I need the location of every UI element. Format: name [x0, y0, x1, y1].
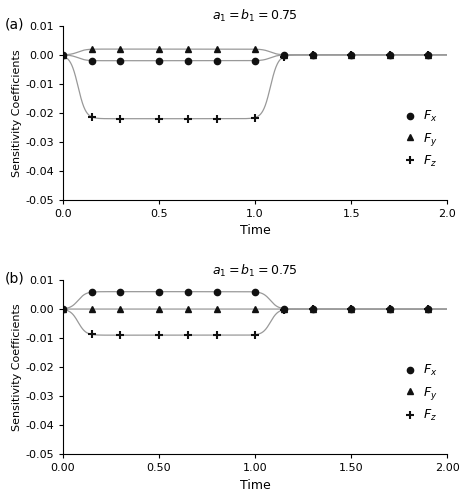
$F_y$	[89, 306, 95, 312]
$F_y$	[387, 306, 392, 312]
$F_x$	[60, 52, 66, 58]
$F_z$	[156, 116, 161, 121]
$F_y$	[117, 46, 123, 52]
$F_x$	[185, 58, 190, 64]
X-axis label: Time: Time	[240, 224, 271, 237]
$F_x$	[310, 52, 315, 58]
$F_z$	[425, 306, 431, 312]
Line: $F_z$: $F_z$	[59, 305, 432, 339]
$F_x$	[252, 58, 258, 64]
$F_x$	[117, 58, 123, 64]
$F_x$	[348, 52, 354, 58]
$F_z$	[156, 332, 161, 338]
Y-axis label: Sensitivity Coefficients: Sensitivity Coefficients	[12, 304, 22, 431]
Line: $F_x$: $F_x$	[59, 52, 431, 64]
$F_y$	[117, 306, 123, 312]
Text: (a): (a)	[5, 17, 24, 31]
$F_x$	[117, 288, 123, 294]
$F_x$	[425, 306, 431, 312]
$F_x$	[387, 306, 392, 312]
$F_x$	[156, 58, 161, 64]
$F_y$	[214, 306, 219, 312]
$F_z$	[185, 332, 190, 338]
$F_y$	[185, 306, 190, 312]
$F_y$	[252, 46, 258, 52]
$F_x$	[348, 306, 354, 312]
Title: $a_1 = b_1 = 0.75$: $a_1 = b_1 = 0.75$	[212, 8, 298, 24]
$F_y$	[214, 46, 219, 52]
$F_x$	[214, 288, 219, 294]
$F_z$	[60, 53, 66, 59]
Line: $F_z$: $F_z$	[59, 51, 432, 123]
$F_y$	[348, 306, 354, 312]
Y-axis label: Sensitivity Coefficients: Sensitivity Coefficients	[12, 49, 22, 176]
$F_z$	[310, 306, 315, 312]
$F_x$	[281, 52, 287, 58]
$F_x$	[252, 289, 258, 295]
$F_z$	[214, 116, 219, 121]
$F_y$	[185, 46, 190, 52]
$F_z$	[252, 332, 258, 338]
$F_z$	[117, 116, 123, 121]
$F_z$	[348, 306, 354, 312]
$F_z$	[252, 114, 258, 120]
$F_y$	[156, 46, 161, 52]
$F_y$	[348, 52, 354, 58]
$F_x$	[156, 288, 161, 294]
$F_y$	[156, 306, 161, 312]
Legend: $F_x$, $F_y$, $F_z$: $F_x$, $F_y$, $F_z$	[399, 106, 441, 172]
$F_x$	[214, 58, 219, 64]
$F_z$	[348, 52, 354, 58]
Legend: $F_x$, $F_y$, $F_z$: $F_x$, $F_y$, $F_z$	[399, 360, 441, 427]
$F_z$	[185, 116, 190, 121]
$F_y$	[60, 52, 66, 58]
Line: $F_x$: $F_x$	[59, 288, 431, 312]
$F_x$	[281, 306, 287, 312]
$F_z$	[117, 332, 123, 338]
$F_z$	[60, 306, 66, 312]
$F_x$	[60, 306, 66, 312]
Line: $F_y$: $F_y$	[59, 306, 431, 312]
$F_x$	[185, 288, 190, 294]
$F_z$	[387, 306, 392, 312]
$F_z$	[281, 307, 287, 313]
$F_z$	[425, 52, 431, 58]
$F_z$	[89, 332, 95, 338]
Text: (b): (b)	[5, 272, 25, 285]
$F_z$	[387, 52, 392, 58]
$F_y$	[252, 306, 258, 312]
$F_x$	[89, 289, 95, 295]
$F_y$	[281, 306, 287, 312]
$F_y$	[425, 306, 431, 312]
$F_z$	[214, 332, 219, 338]
$F_y$	[310, 52, 315, 58]
$F_y$	[387, 52, 392, 58]
Title: $a_1 = b_1 = 0.75$: $a_1 = b_1 = 0.75$	[212, 262, 298, 278]
$F_x$	[310, 306, 315, 312]
X-axis label: Time: Time	[240, 478, 271, 492]
$F_z$	[281, 54, 287, 60]
$F_z$	[89, 114, 95, 120]
$F_y$	[60, 306, 66, 312]
$F_x$	[425, 52, 431, 58]
$F_y$	[281, 52, 287, 58]
$F_y$	[425, 52, 431, 58]
$F_x$	[89, 58, 95, 64]
$F_x$	[387, 52, 392, 58]
$F_y$	[310, 306, 315, 312]
$F_y$	[89, 46, 95, 52]
$F_z$	[310, 52, 315, 58]
Line: $F_y$: $F_y$	[59, 46, 431, 58]
